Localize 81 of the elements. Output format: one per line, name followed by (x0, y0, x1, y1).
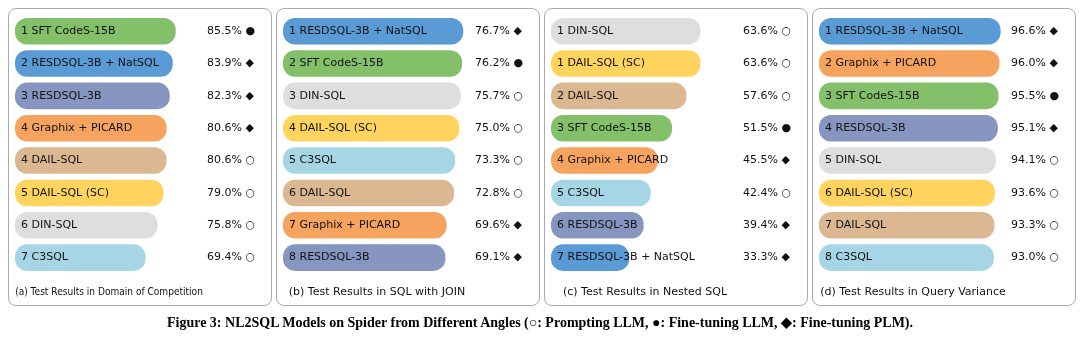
text: Figure 3: NL2SQL Models on Spider from Different Angles (○: Prompting LLM, ●: Fine-tuning LLM, ◆: Fine-tuning PLM). (165, 314, 915, 331)
y-tick-label: 7 C3SQL (21, 250, 69, 264)
y-tick-label: 4 DAIL-SQL (SC) (289, 121, 377, 135)
data-label: 93.0% ○ (1011, 250, 1060, 264)
data-label: 75.7% ○ (475, 88, 524, 102)
data-label: 63.6% ○ (743, 24, 792, 38)
bar (283, 50, 463, 77)
y-tick-label: 8 C3SQL (825, 250, 873, 264)
bar (283, 82, 461, 110)
y-tick-label: 1 SFT CodeS-15B (21, 24, 116, 38)
data-label: 69.4% ○ (207, 250, 256, 264)
y-tick-label: 6 DAIL-SQL (SC) (825, 185, 913, 199)
data-label: 82.3% ◆ (207, 88, 255, 102)
bar (283, 147, 456, 174)
y-tick-label: 4 Graphix + PICARD (21, 121, 133, 135)
data-label: 69.1% ◆ (475, 250, 523, 264)
y-tick-label: 3 DIN-SQL (289, 88, 347, 102)
data-label: 45.5% ◆ (743, 153, 791, 167)
y-tick-label: 1 RESDSQL-3B + NatSQL (825, 24, 964, 38)
data-label: 96.6% ◆ (1011, 24, 1059, 38)
x-axis-title: (d) Test Results in Query Variance (820, 285, 1006, 299)
y-tick-label: 3 SFT CodeS-15B (825, 88, 920, 102)
bar (283, 179, 455, 207)
data-label: 57.6% ○ (743, 88, 792, 102)
y-tick-label: 1 DAIL-SQL (SC) (557, 56, 645, 70)
y-tick-label: 7 Graphix + PICARD (289, 218, 401, 232)
y-tick-label: 2 Graphix + PICARD (825, 56, 937, 70)
data-label: 75.8% ○ (207, 218, 256, 232)
y-tick-label: 6 DIN-SQL (21, 218, 79, 232)
data-label: 42.4% ○ (743, 185, 792, 199)
y-tick-label: 7 DAIL-SQL (825, 218, 888, 232)
y-tick-label: 5 C3SQL (557, 185, 605, 199)
data-label: 72.8% ○ (475, 185, 524, 199)
y-tick-label: 6 RESDSQL-3B (557, 218, 638, 232)
y-tick-label: 2 RESDSQL-3B + NatSQL (21, 56, 160, 70)
data-label: 83.9% ◆ (207, 56, 255, 70)
x-axis-title: (a) Test Results in Domain of Competition (15, 285, 203, 298)
data-label: 63.6% ○ (743, 56, 792, 70)
y-tick-label: 3 SFT CodeS-15B (557, 121, 652, 135)
bar (283, 244, 446, 271)
bar (283, 114, 460, 142)
data-label: 79.0% ○ (207, 185, 256, 199)
y-tick-label: 5 C3SQL (289, 153, 337, 167)
bar (283, 212, 447, 239)
data-label: 69.6% ◆ (475, 218, 523, 232)
data-label: 95.1% ◆ (1011, 121, 1059, 135)
y-tick-label: 1 RESDSQL-3B + NatSQL (289, 24, 428, 38)
data-label: 39.4% ◆ (743, 218, 791, 232)
data-label: 75.0% ○ (475, 121, 524, 135)
data-label: 33.3% ◆ (743, 250, 791, 264)
data-label: 76.2% ● (475, 56, 524, 70)
bar (15, 244, 146, 271)
bar (551, 179, 651, 207)
data-label: 94.1% ○ (1011, 153, 1060, 167)
bar (551, 82, 687, 110)
bar (551, 17, 701, 45)
data-label: 76.7% ◆ (475, 24, 523, 38)
bar (551, 50, 701, 77)
data-label: 93.3% ○ (1011, 218, 1060, 232)
data-label: 51.5% ● (743, 121, 792, 135)
y-tick-label: 1 DIN-SQL (557, 24, 615, 38)
data-label: 73.3% ○ (475, 153, 524, 167)
data-label: 85.5% ● (207, 24, 256, 38)
y-tick-label: 5 DIN-SQL (825, 153, 883, 167)
data-label: 96.0% ◆ (1011, 56, 1059, 70)
x-axis-title: (b) Test Results in SQL with JOIN (288, 285, 466, 299)
y-tick-label: 4 RESDSQL-3B (825, 121, 906, 135)
y-tick-label: 4 DAIL-SQL (21, 153, 84, 167)
x-axis-title: (c) Test Results in Nested SQL (562, 285, 728, 299)
bar (15, 212, 158, 239)
y-tick-label: 2 SFT CodeS-15B (289, 56, 384, 70)
data-label: 95.5% ● (1011, 88, 1060, 102)
y-tick-label: 6 DAIL-SQL (289, 185, 352, 199)
bar (15, 147, 167, 174)
y-tick-label: 8 RESDSQL-3B (289, 250, 370, 264)
y-tick-label: 3 RESDSQL-3B (21, 88, 102, 102)
data-label: 93.6% ○ (1011, 185, 1060, 199)
data-label: 80.6% ◆ (207, 121, 255, 135)
y-tick-label: 2 DAIL-SQL (557, 88, 620, 102)
y-tick-label: 5 DAIL-SQL (SC) (21, 185, 109, 199)
data-label: 80.6% ○ (207, 153, 256, 167)
